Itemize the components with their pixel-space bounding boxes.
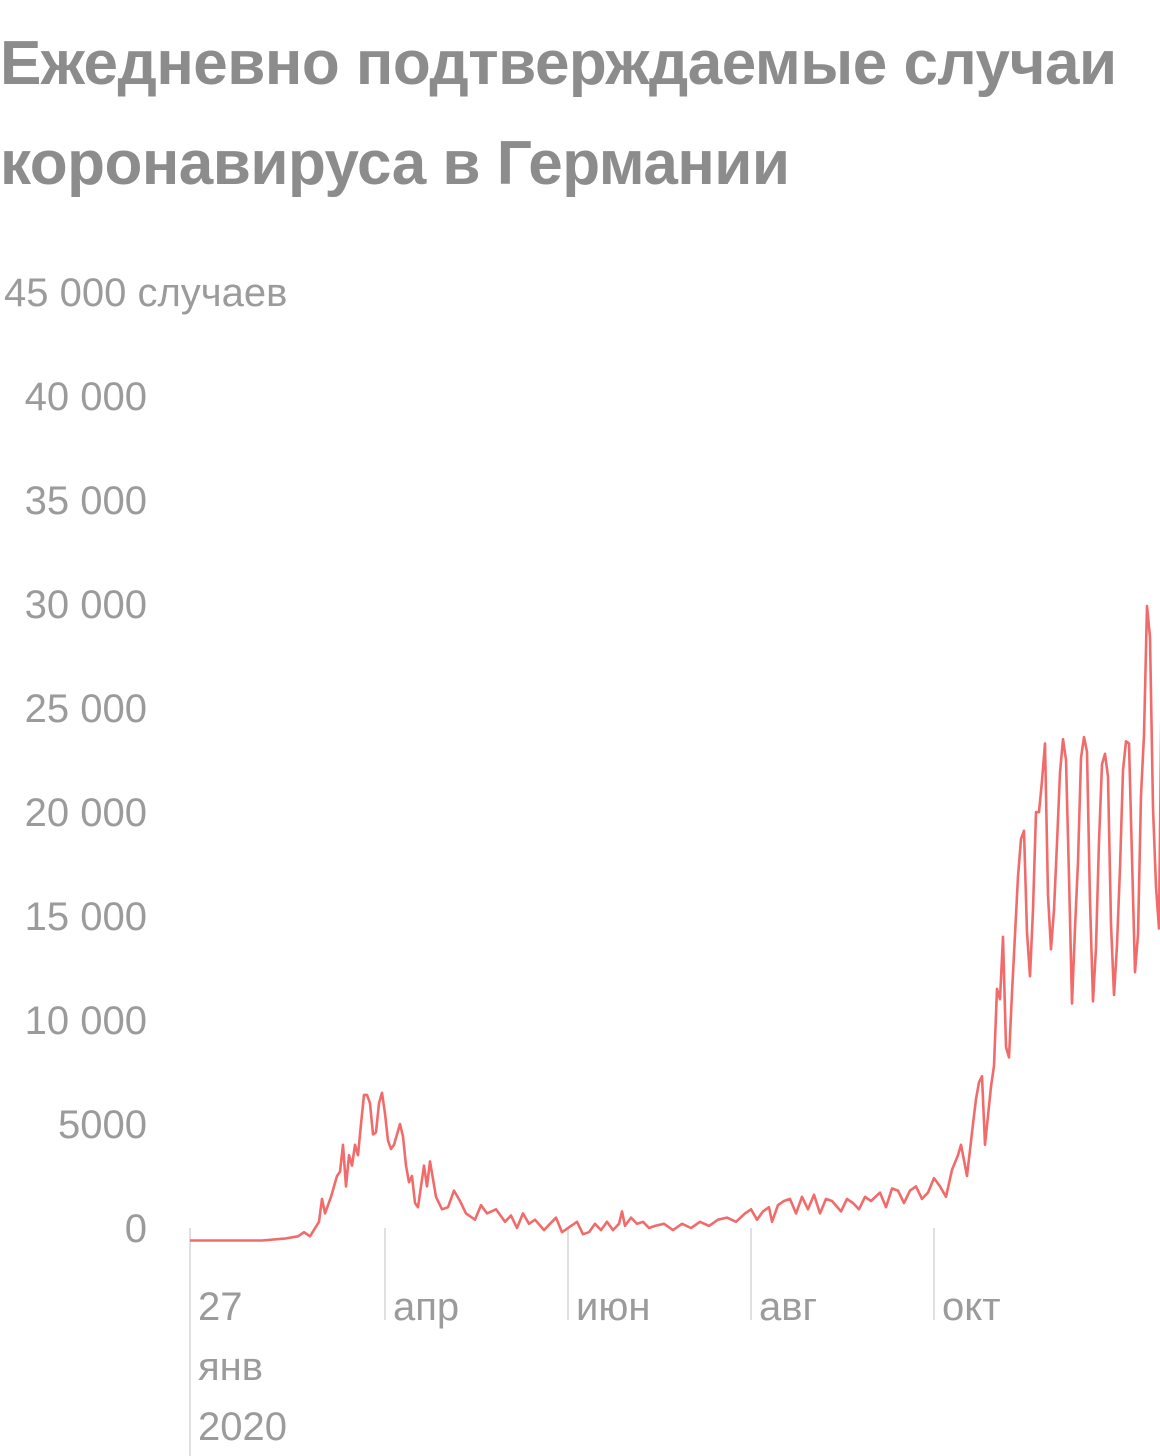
x-tick-label: авг [759, 1285, 817, 1329]
y-tick-label: 5000 [58, 1103, 147, 1147]
y-tick-label: 20 000 [25, 791, 147, 835]
series-line-daily-cases [190, 604, 1160, 1242]
x-tick-label: апр [393, 1285, 459, 1329]
x-tick-label: янв [198, 1345, 263, 1389]
x-tick-label: 27 [198, 1285, 243, 1329]
y-tick-label: 0 [125, 1207, 147, 1251]
x-tick-label: окт [942, 1285, 1001, 1329]
y-tick-label: 30 000 [25, 583, 147, 627]
y-tick-label: 45 000 случаев [4, 271, 287, 315]
y-tick-label: 40 000 [25, 375, 147, 419]
y-tick-label: 15 000 [25, 895, 147, 939]
x-tick-label: 2020 [198, 1405, 287, 1449]
y-tick-label: 25 000 [25, 687, 147, 731]
y-tick-label: 35 000 [25, 479, 147, 523]
y-tick-label: 10 000 [25, 999, 147, 1043]
chart-title: Ежедневно подтверждаемые случаи коронави… [0, 29, 1117, 198]
x-tick-label: июн [576, 1285, 650, 1329]
